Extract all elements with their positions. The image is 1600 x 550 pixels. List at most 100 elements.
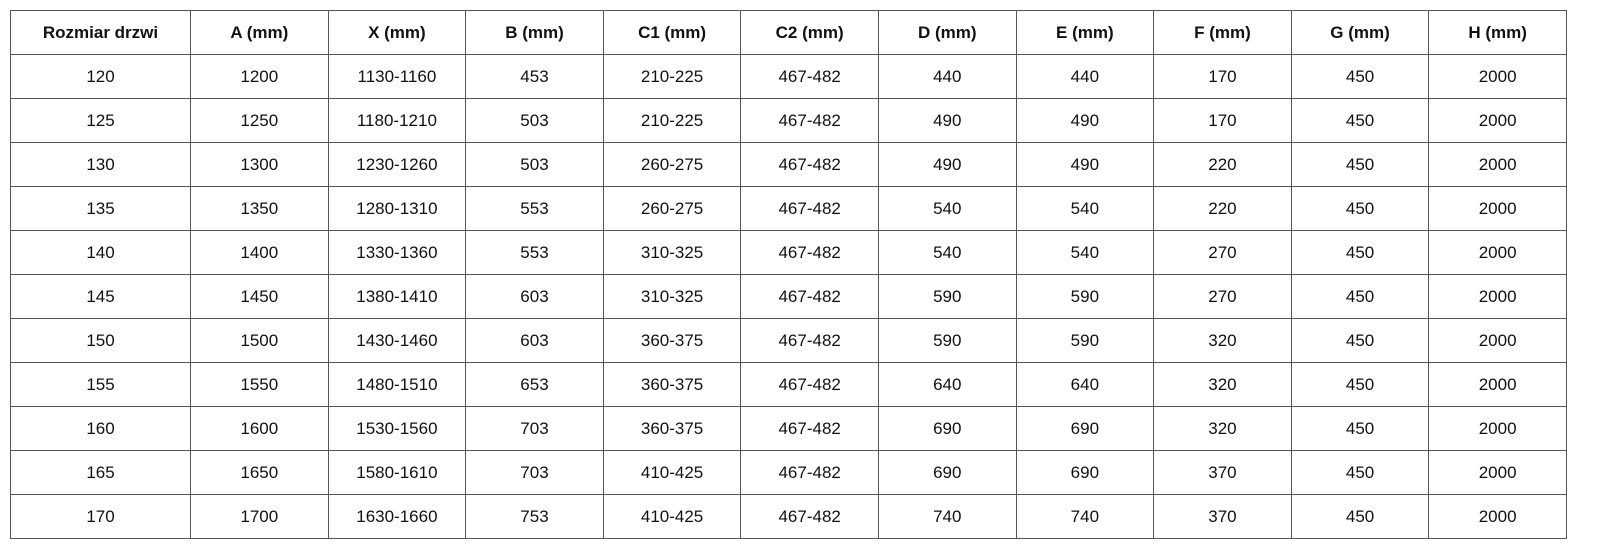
table-cell: 450 xyxy=(1290,362,1430,407)
table-cell: 210-225 xyxy=(602,98,742,143)
table-cell: 155 xyxy=(10,362,191,407)
column-header: X (mm) xyxy=(327,10,467,55)
table-cell: 690 xyxy=(877,450,1017,495)
table-cell: 1350 xyxy=(190,186,329,231)
table-cell: 1500 xyxy=(190,318,329,363)
table-cell: 1600 xyxy=(190,406,329,451)
table-cell: 2000 xyxy=(1428,54,1567,99)
table-cell: 1430-1460 xyxy=(327,318,467,363)
table-cell: 450 xyxy=(1290,318,1430,363)
table-cell: 1230-1260 xyxy=(327,142,467,187)
table-cell: 1250 xyxy=(190,98,329,143)
table-cell: 1550 xyxy=(190,362,329,407)
column-header: F (mm) xyxy=(1153,10,1292,55)
table-cell: 2000 xyxy=(1428,450,1567,495)
table-cell: 590 xyxy=(877,318,1017,363)
table-cell: 130 xyxy=(10,142,191,187)
table-cell: 150 xyxy=(10,318,191,363)
column-header: E (mm) xyxy=(1015,10,1155,55)
table-cell: 1180-1210 xyxy=(327,98,467,143)
table-cell: 450 xyxy=(1290,54,1430,99)
header-row: Rozmiar drzwi A (mm) X (mm) B (mm) C1 (mm) C2… xyxy=(10,10,1567,55)
table-cell: 490 xyxy=(877,142,1017,187)
table-cell: 2000 xyxy=(1428,406,1567,451)
table-cell: 2000 xyxy=(1428,318,1567,363)
table-cell: 160 xyxy=(10,406,191,451)
table-cell: 450 xyxy=(1290,406,1430,451)
table-cell: 553 xyxy=(465,186,604,231)
table-cell: 453 xyxy=(465,54,604,99)
table-cell: 320 xyxy=(1153,406,1292,451)
table-cell: 503 xyxy=(465,98,604,143)
table-cell: 2000 xyxy=(1428,98,1567,143)
table-cell: 410-425 xyxy=(602,494,742,539)
table-cell: 467-482 xyxy=(740,230,879,275)
table-cell: 467-482 xyxy=(740,406,879,451)
table-cell: 1700 xyxy=(190,494,329,539)
table-row: 150 1500 1430-1460 603 360-375 467-482 590 590 3… xyxy=(10,318,1567,363)
table-cell: 467-482 xyxy=(740,186,879,231)
column-header: Rozmiar drzwi xyxy=(10,10,191,55)
table-cell: 690 xyxy=(877,406,1017,451)
table-cell: 640 xyxy=(877,362,1017,407)
table-cell: 553 xyxy=(465,230,604,275)
table-cell: 410-425 xyxy=(602,450,742,495)
table-cell: 1130-1160 xyxy=(327,54,467,99)
table-cell: 1530-1560 xyxy=(327,406,467,451)
table-cell: 1300 xyxy=(190,142,329,187)
column-header: A (mm) xyxy=(190,10,329,55)
table-cell: 540 xyxy=(1015,230,1155,275)
table-cell: 220 xyxy=(1153,142,1292,187)
table-cell: 467-482 xyxy=(740,318,879,363)
table-cell: 590 xyxy=(1015,274,1155,319)
table-cell: 503 xyxy=(465,142,604,187)
table-cell: 540 xyxy=(877,186,1017,231)
table-cell: 360-375 xyxy=(602,318,742,363)
table-cell: 2000 xyxy=(1428,274,1567,319)
table-cell: 320 xyxy=(1153,362,1292,407)
table-cell: 703 xyxy=(465,406,604,451)
table-cell: 1650 xyxy=(190,450,329,495)
table-cell: 690 xyxy=(1015,450,1155,495)
table-cell: 310-325 xyxy=(602,274,742,319)
table-cell: 440 xyxy=(877,54,1017,99)
table-row: 120 1200 1130-1160 453 210-225 467-482 440 440 1… xyxy=(10,54,1567,99)
column-header: C2 (mm) xyxy=(740,10,879,55)
table-cell: 360-375 xyxy=(602,406,742,451)
table-cell: 1400 xyxy=(190,230,329,275)
table-row: 165 1650 1580-1610 703 410-425 467-482 690 690 3… xyxy=(10,450,1567,495)
table-cell: 145 xyxy=(10,274,191,319)
table-cell: 653 xyxy=(465,362,604,407)
table-cell: 590 xyxy=(877,274,1017,319)
table-cell: 467-482 xyxy=(740,54,879,99)
table-cell: 467-482 xyxy=(740,274,879,319)
table-row: 155 1550 1480-1510 653 360-375 467-482 640 640 3… xyxy=(10,362,1567,407)
table-cell: 270 xyxy=(1153,274,1292,319)
column-header: D (mm) xyxy=(877,10,1017,55)
table-cell: 467-482 xyxy=(740,450,879,495)
table-cell: 450 xyxy=(1290,450,1430,495)
table-cell: 640 xyxy=(1015,362,1155,407)
column-header: H (mm) xyxy=(1428,10,1567,55)
table-cell: 490 xyxy=(1015,142,1155,187)
dimensions-table: Rozmiar drzwi A (mm) X (mm) B (mm) C1 (mm) C2… xyxy=(10,10,1567,539)
table-cell: 740 xyxy=(877,494,1017,539)
table-cell: 270 xyxy=(1153,230,1292,275)
table-cell: 170 xyxy=(1153,54,1292,99)
table-cell: 440 xyxy=(1015,54,1155,99)
table-cell: 1580-1610 xyxy=(327,450,467,495)
table-cell: 2000 xyxy=(1428,230,1567,275)
table-cell: 260-275 xyxy=(602,142,742,187)
table-cell: 467-482 xyxy=(740,142,879,187)
table-cell: 135 xyxy=(10,186,191,231)
table-cell: 165 xyxy=(10,450,191,495)
table-cell: 490 xyxy=(877,98,1017,143)
table-cell: 467-482 xyxy=(740,494,879,539)
table-row: 145 1450 1380-1410 603 310-325 467-482 590 590 2… xyxy=(10,274,1567,319)
table-cell: 320 xyxy=(1153,318,1292,363)
table-cell: 1330-1360 xyxy=(327,230,467,275)
table-cell: 370 xyxy=(1153,494,1292,539)
table-cell: 740 xyxy=(1015,494,1155,539)
table-cell: 753 xyxy=(465,494,604,539)
column-header: G (mm) xyxy=(1290,10,1430,55)
